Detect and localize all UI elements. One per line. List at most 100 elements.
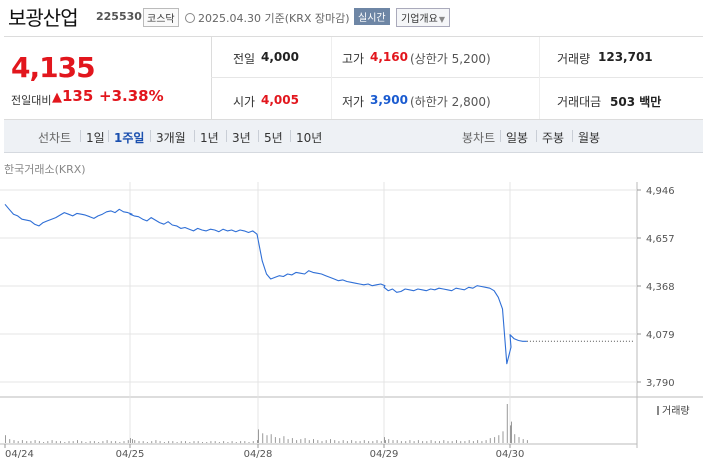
- volume-bar: [180, 441, 182, 444]
- tab-1w[interactable]: 1주일: [114, 131, 145, 145]
- low-label: 저가: [342, 95, 365, 109]
- volume-bar: [13, 440, 15, 443]
- price-series-line: [4, 203, 527, 365]
- volume-bar: [308, 440, 310, 443]
- volume-bar: [270, 434, 272, 443]
- tab-3m[interactable]: 3개월: [156, 131, 186, 145]
- date-text: 2025.04.30: [198, 12, 261, 25]
- upper-limit: (상한가 5,200): [410, 52, 491, 66]
- volume-label: 거래량: [557, 52, 591, 66]
- volume-bar: [304, 438, 306, 443]
- volume-bar: [380, 441, 382, 444]
- realtime-button[interactable]: 실시간: [354, 8, 390, 25]
- volume-bar: [123, 441, 125, 444]
- divider: [108, 130, 109, 142]
- volume-bar: [106, 440, 108, 443]
- volume-bar: [26, 441, 28, 444]
- volume-bar: [313, 439, 314, 443]
- volume-bar: [43, 442, 45, 443]
- volume-bar: [481, 441, 483, 444]
- volume-value: 123,701: [598, 50, 653, 64]
- tab-1y[interactable]: 1년: [200, 131, 219, 145]
- overview-label: 기업개요: [401, 14, 438, 25]
- volume-bar: [274, 437, 276, 443]
- volume-bar: [405, 441, 407, 444]
- stock-code: 225530: [96, 10, 142, 23]
- company-overview-dropdown[interactable]: 기업개요▼: [396, 8, 450, 27]
- volume-bar: [417, 440, 419, 443]
- company-name: 보광산업: [8, 6, 79, 30]
- volume-bar: [468, 440, 470, 443]
- tab-monthly[interactable]: 월봉: [578, 131, 601, 145]
- volume-bar: [460, 441, 462, 444]
- volume-bar: [511, 421, 512, 444]
- volume-bar: [210, 441, 212, 444]
- volume-bar: [218, 442, 220, 443]
- volume-bar: [325, 440, 327, 443]
- stock-header: 보광산업 225530 코스닥 2025.04.30 기준(KRX 장마감) 실…: [0, 0, 703, 34]
- volume-bar: [93, 441, 95, 444]
- volume-bar: [385, 440, 386, 443]
- volume-bar: [451, 441, 453, 444]
- chart-toolbar: 선차트 1일 1주일 3개월 1년 3년 5년 10년 봉차트 일봉 주봉 월봉: [4, 120, 703, 153]
- volume-bar: [172, 441, 174, 444]
- x-tick-label: 04/24: [5, 449, 34, 460]
- volume-bar: [134, 440, 136, 443]
- volume-bar: [291, 438, 293, 443]
- volume-bar: [413, 441, 415, 444]
- volume-bar: [77, 440, 78, 443]
- volume-bar: [376, 440, 378, 443]
- volume-bar: [472, 441, 474, 444]
- tab-10y[interactable]: 10년: [296, 131, 323, 145]
- tab-3y[interactable]: 3년: [232, 131, 251, 145]
- low-value: 3,900: [370, 93, 408, 107]
- volume-bar: [363, 440, 365, 443]
- volume-bar: [176, 442, 178, 443]
- volume-bar: [456, 440, 457, 443]
- volume-bar: [110, 441, 112, 444]
- volume-bar: [443, 440, 445, 443]
- volume-bar: [262, 433, 264, 444]
- volume-bar: [334, 440, 336, 443]
- volume-bar: [159, 441, 161, 444]
- volume-bar: [185, 441, 186, 444]
- volume-bar: [252, 441, 254, 444]
- volume-bar: [392, 440, 394, 443]
- tab-5y[interactable]: 5년: [264, 131, 283, 145]
- high-label: 고가: [342, 52, 365, 66]
- volume-bar: [235, 442, 237, 443]
- divider: [226, 130, 227, 142]
- volume-bar: [321, 441, 323, 444]
- tab-daily[interactable]: 일봉: [506, 131, 529, 145]
- divider: [194, 130, 195, 142]
- tab-weekly[interactable]: 주봉: [542, 131, 565, 145]
- tab-1d[interactable]: 1일: [86, 131, 105, 145]
- volume-bar: [214, 441, 216, 444]
- volume-bar: [355, 441, 357, 444]
- volume-bar: [89, 441, 91, 444]
- change-amount: 135: [62, 87, 94, 105]
- volume-bar: [142, 441, 144, 444]
- y-tick-label: 4,368: [646, 282, 675, 293]
- volume-bar: [223, 441, 225, 444]
- current-price: 4,135: [11, 51, 96, 84]
- price-chart: 한국거래소(KRX) 4,946 4,657 4,368 4,079 3,790 04/24…: [0, 163, 703, 460]
- volume-bar: [231, 441, 233, 444]
- volume-bar: [240, 441, 242, 444]
- y-tick-label: 4,946: [646, 186, 675, 197]
- volume-bar: [34, 440, 36, 443]
- y-tick-label: 3,790: [646, 378, 675, 389]
- volume-bar: [279, 438, 281, 443]
- volume-bar: [522, 439, 524, 443]
- volume-bar: [400, 441, 402, 444]
- lower-limit: (하한가 2,800): [410, 95, 491, 109]
- volume-bar: [283, 436, 285, 443]
- volume-bar: [526, 440, 528, 443]
- volume-bar: [514, 434, 516, 443]
- line-chart-label: 선차트: [38, 131, 72, 145]
- divider: [500, 130, 501, 142]
- volume-bar: [494, 437, 496, 443]
- volume-bar: [300, 439, 302, 443]
- volume-bar: [388, 439, 390, 443]
- volume-bar: [55, 441, 57, 444]
